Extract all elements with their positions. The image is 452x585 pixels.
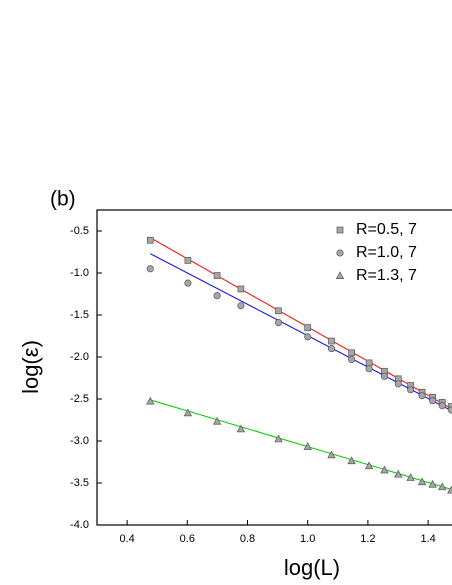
marker (146, 396, 155, 405)
legend-marker (336, 226, 344, 234)
fit-line (150, 237, 452, 410)
fit-line (150, 253, 452, 412)
x-tick-label: 0.6 (180, 533, 195, 545)
marker (418, 392, 426, 400)
x-tick-label: 0.8 (240, 533, 255, 545)
y-tick-label: -2.5 (70, 393, 89, 405)
marker (328, 337, 335, 345)
plot-frame (96, 209, 452, 526)
marker (236, 424, 246, 433)
y-tick-label: -1.0 (70, 267, 89, 279)
marker (183, 408, 193, 417)
marker (380, 372, 389, 380)
marker (327, 450, 336, 459)
marker (327, 345, 336, 353)
marker (447, 406, 452, 414)
legend-label: R=1.3, 7 (356, 267, 417, 284)
y-tick-label: -2.0 (70, 351, 89, 363)
marker (304, 324, 312, 331)
y-tick-label: -0.5 (70, 225, 89, 237)
marker (365, 365, 373, 373)
marker (417, 477, 427, 486)
legend-marker (335, 271, 345, 279)
marker (146, 265, 154, 273)
marker (184, 257, 192, 264)
marker (428, 479, 437, 488)
x-tick-label: 1.0 (300, 533, 315, 545)
marker (213, 292, 221, 300)
y-tick-label: -3.0 (70, 435, 89, 447)
marker (394, 469, 403, 478)
marker (303, 442, 312, 450)
legend-label: R=1.0, 7 (356, 244, 417, 261)
marker (348, 349, 355, 357)
x-tick-label: 0.4 (119, 533, 134, 545)
marker (394, 380, 402, 388)
marker (184, 279, 192, 287)
marker (347, 456, 356, 465)
marker (364, 461, 374, 470)
marker (304, 333, 312, 341)
marker (438, 402, 446, 410)
marker (348, 355, 356, 364)
marker (380, 465, 389, 474)
marker (429, 397, 437, 405)
marker (237, 285, 245, 293)
fit-line (150, 399, 452, 491)
marker (146, 236, 154, 244)
x-axis-label: log(L) (284, 555, 340, 580)
marker (212, 416, 222, 425)
marker (447, 485, 452, 494)
marker (274, 434, 283, 443)
marker (407, 386, 415, 394)
marker (365, 359, 373, 367)
y-tick-label: -1.5 (70, 309, 89, 321)
marker (213, 272, 221, 279)
marker (237, 302, 245, 310)
marker (274, 319, 283, 327)
y-axis-label: log(ε) (18, 340, 43, 394)
marker (406, 473, 415, 481)
legend-marker (336, 249, 344, 257)
chart-title: (b) (50, 188, 76, 211)
legend-label: R=0.5, 7 (356, 221, 417, 238)
x-tick-label: 1.4 (420, 533, 435, 545)
marker (438, 482, 447, 491)
y-tick-label: -4.0 (70, 519, 89, 531)
marker (275, 307, 282, 315)
x-tick-label: 1.2 (360, 533, 375, 545)
y-tick-label: -3.5 (70, 477, 89, 489)
